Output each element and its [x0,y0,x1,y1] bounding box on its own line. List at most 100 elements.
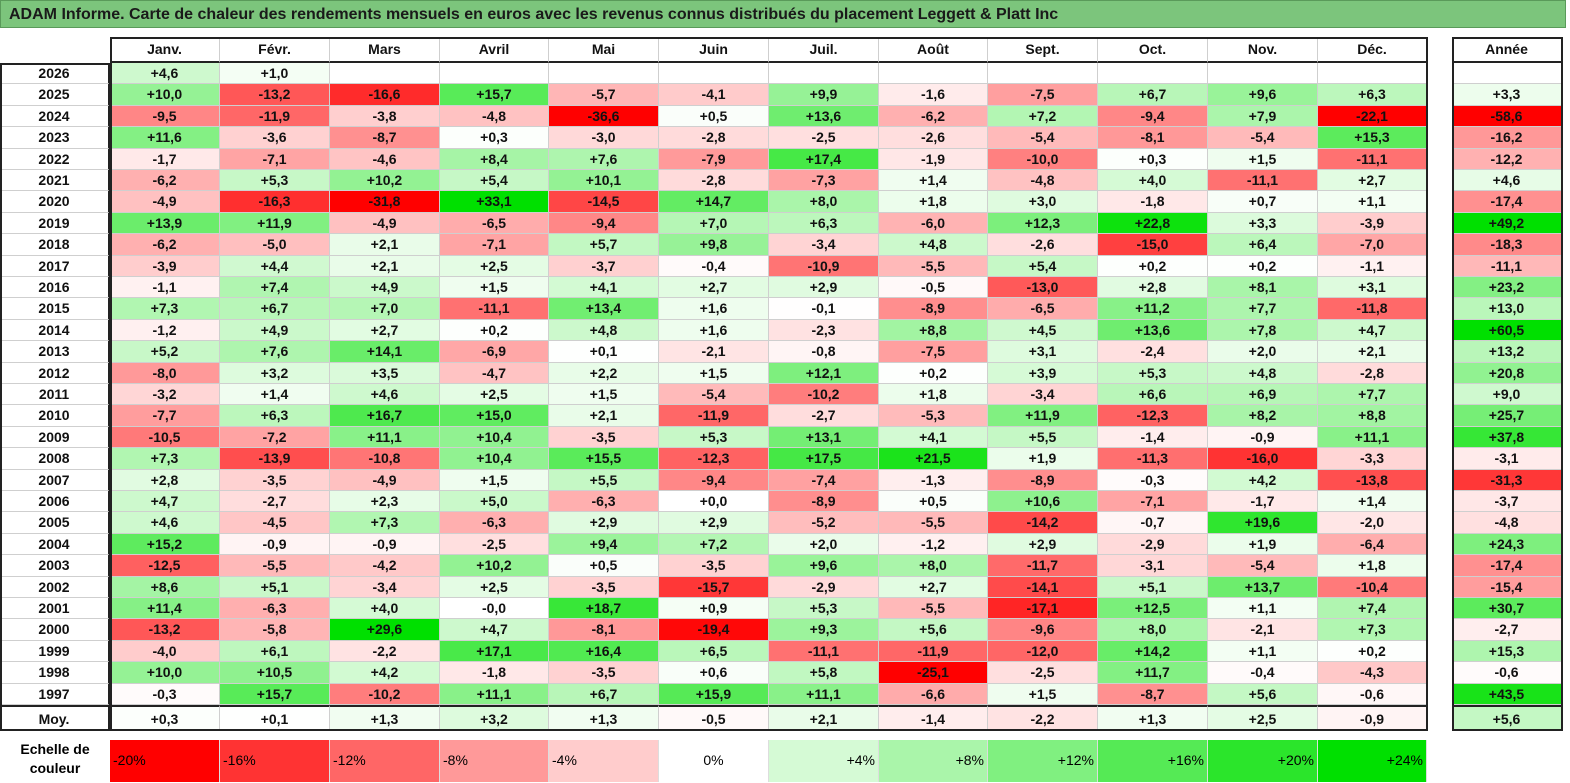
heatmap-cell: +13,1 [769,426,879,449]
heatmap-cell: +10,2 [330,170,440,192]
row-year-label: 1999 [0,640,110,663]
heatmap-cell: +5,6 [1208,683,1318,705]
heatmap-cell: -5,4 [988,127,1098,149]
heatmap-cell: +4,8 [549,319,659,342]
color-scale-stop: +16% [1098,740,1208,782]
row-year-label: 1998 [0,662,110,684]
heatmap-cell: +7,3 [110,298,220,320]
heatmap-cell: +5,3 [769,598,879,620]
heatmap-cell: +3,1 [988,341,1098,363]
heatmap-cell: +7,4 [1318,598,1427,620]
heatmap-cell: -0,4 [1208,662,1318,684]
heatmap-cell: -3,9 [110,255,220,277]
average-cell: +2,5 [1208,705,1318,731]
heatmap-cell: +4,0 [1098,170,1208,192]
heatmap-cell: +11,7 [1098,662,1208,684]
heatmap-cell: +9,9 [769,84,879,106]
heatmap-cell: +11,4 [110,598,220,620]
heatmap-cell: -6,6 [879,683,988,705]
heatmap-cell: -5,5 [879,255,988,277]
heatmap-cell: -15,7 [659,576,769,598]
heatmap-cell: +7,9 [1208,105,1318,128]
heatmap-cell: +0,5 [659,105,769,128]
heatmap-cell: +0,2 [879,362,988,384]
heatmap-cell: -1,3 [879,469,988,491]
heatmap-cell: +4,6 [110,63,220,85]
heatmap-cell: +12,5 [1098,598,1208,620]
heatmap-cell: +15,9 [659,683,769,705]
heatmap-cell: -3,7 [549,255,659,277]
heatmap-cell: +0,9 [659,598,769,620]
annual-cell: -18,3 [1452,234,1562,256]
annual-cell: +43,5 [1452,683,1562,705]
heatmap-cell: +2,9 [659,512,769,534]
heatmap-cell: +3,3 [1208,212,1318,235]
heatmap-cell: +5,8 [769,662,879,684]
heatmap-cell: -5,8 [220,619,330,641]
color-scale-stop: +20% [1208,740,1318,782]
row-year-label: 2015 [0,298,110,320]
average-cell: +1,3 [549,705,659,731]
color-scale-stop: -20% [110,740,220,782]
heatmap-cell: -6,3 [440,512,549,534]
heatmap-cell: +5,1 [1098,576,1208,598]
heatmap-cell: +1,0 [220,63,330,85]
heatmap-cell: +7,6 [549,148,659,170]
heatmap-cell: +1,1 [1208,598,1318,620]
average-cell: +3,2 [440,705,549,731]
annual-cell: +13,2 [1452,341,1562,363]
annual-cell: -4,8 [1452,512,1562,534]
heatmap-cell: -2,5 [988,662,1098,684]
heatmap-cell: -13,2 [110,619,220,641]
heatmap-cell: -8,0 [110,362,220,384]
heatmap-cell: -7,1 [440,234,549,256]
heatmap-cell: +2,1 [330,234,440,256]
heatmap-cell: -11,8 [1318,298,1427,320]
heatmap-cell: -4,7 [440,362,549,384]
heatmap-cell: +1,4 [1318,491,1427,513]
row-year-label: 2005 [0,512,110,534]
heatmap-cell: -3,9 [1318,212,1427,235]
heatmap-cell: +8,0 [1098,619,1208,641]
heatmap-cell: +6,4 [1208,234,1318,256]
heatmap-cell: +9,4 [549,533,659,556]
row-year-label: 2009 [0,426,110,449]
annual-cell: -15,4 [1452,576,1562,598]
row-year-label: 2013 [0,341,110,363]
heatmap-cell: -3,4 [769,234,879,256]
column-header: Mars [330,37,440,63]
heatmap-cell: -0,6 [1318,683,1427,705]
heatmap-cell: +6,9 [1208,384,1318,406]
heatmap-cell: +2,9 [549,512,659,534]
heatmap-cell: +0,2 [440,319,549,342]
heatmap-cell: -19,4 [659,619,769,641]
average-cell: +2,1 [769,705,879,731]
heatmap-cell: -3,5 [549,662,659,684]
heatmap-cell [440,63,549,85]
annual-cell: +60,5 [1452,319,1562,342]
heatmap-cell: -0,7 [1098,512,1208,534]
heatmap-cell: +0,3 [440,127,549,149]
heatmap-cell: +7,8 [1208,319,1318,342]
heatmap-cell: -0,8 [769,341,879,363]
heatmap-cell: -5,7 [549,84,659,106]
annual-cell: -2,7 [1452,619,1562,641]
heatmap-cell: -0,4 [659,255,769,277]
heatmap-cell: +10,1 [549,170,659,192]
annual-cell: +20,8 [1452,362,1562,384]
heatmap-cell: -11,1 [769,640,879,663]
heatmap-cell: +1,8 [1318,555,1427,577]
heatmap-cell: -15,0 [1098,234,1208,256]
heatmap-cell: +7,3 [330,512,440,534]
heatmap-cell: -9,6 [988,619,1098,641]
heatmap-cell: -3,5 [220,469,330,491]
annual-cell: +25,7 [1452,405,1562,427]
heatmap-cell: +1,1 [1208,640,1318,663]
heatmap-cell: -12,3 [659,448,769,470]
heatmap-cell: +17,4 [769,148,879,170]
heatmap-cell: -11,1 [440,298,549,320]
heatmap-cell: -13,2 [220,84,330,106]
heatmap-cell: -4,3 [1318,662,1427,684]
heatmap-cell: -0,5 [879,277,988,299]
heatmap-cell: -1,4 [1098,426,1208,449]
